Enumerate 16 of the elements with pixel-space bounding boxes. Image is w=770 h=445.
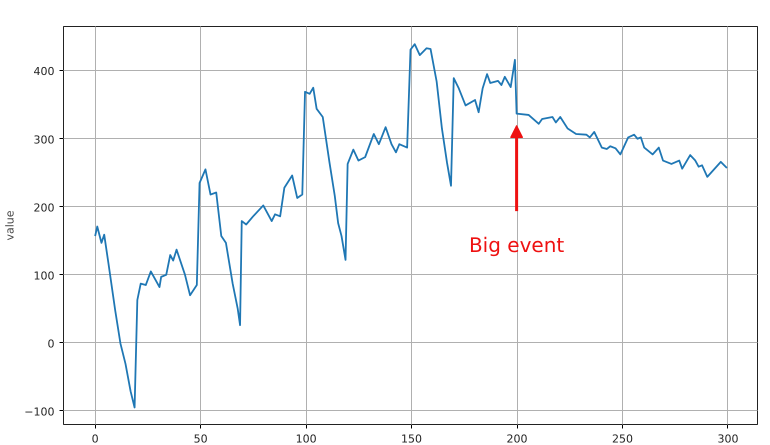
x-tick-label: 200 bbox=[506, 432, 528, 445]
x-tick-label: 0 bbox=[92, 432, 99, 445]
y-tick-label: 100 bbox=[34, 269, 55, 282]
y-tick-label: 300 bbox=[34, 133, 55, 146]
x-tick-label: 150 bbox=[401, 432, 422, 445]
x-tick-label: 100 bbox=[296, 432, 317, 445]
y-tick-label: −100 bbox=[24, 405, 55, 418]
y-axis-title: value bbox=[3, 210, 16, 241]
x-tick-label: 250 bbox=[612, 432, 633, 445]
annotation: Big event bbox=[468, 233, 564, 258]
y-tick-label: 400 bbox=[34, 65, 55, 78]
y-tick-label: 200 bbox=[34, 201, 55, 214]
x-tick-label: 50 bbox=[194, 432, 208, 445]
x-tick-label: 300 bbox=[717, 432, 738, 445]
line-series bbox=[94, 43, 728, 408]
y-tick-label: 0 bbox=[48, 337, 54, 350]
